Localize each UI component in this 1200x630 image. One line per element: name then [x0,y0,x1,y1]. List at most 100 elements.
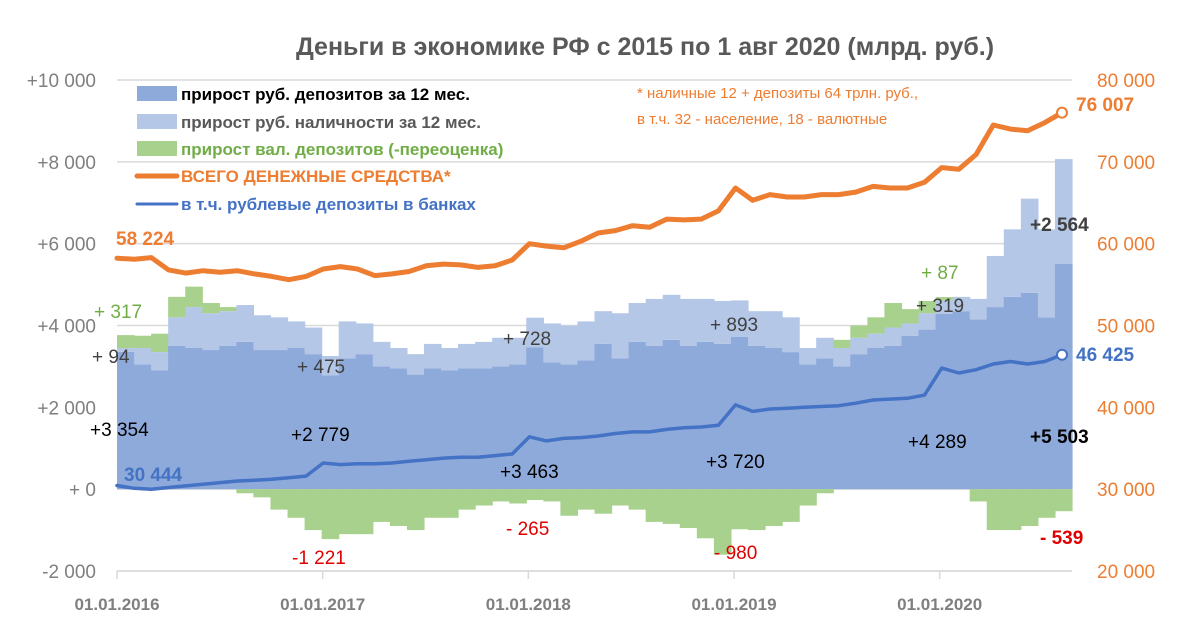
bar-rub-deposits [134,364,152,490]
bar-rub-cash [253,315,272,351]
bar-fx-deposits [219,307,237,312]
bar-rub-cash [355,323,374,355]
bar-rub-deposits [287,348,306,490]
y-left-tick-label: +2 000 [37,398,96,419]
bar-rub-deposits [304,354,323,490]
bar-rub-cash [458,343,476,369]
dep-label: +3 354 [90,420,149,441]
rubdep-label: 30 444 [124,465,183,486]
bar-rub-deposits [202,350,220,490]
bar-rub-deposits [355,354,374,490]
bar-rub-cash [236,305,255,342]
bar-rub-cash [406,354,425,375]
bar-rub-deposits [543,362,561,490]
bar-rub-deposits [594,343,613,490]
bar-rub-deposits [679,345,698,490]
bar-fx-deposits [475,489,493,506]
bar-rub-cash [833,348,851,367]
cash-label: + 475 [297,357,345,378]
bar-rub-cash [935,300,954,314]
bar-rub-deposits [901,335,920,490]
stacked-areas [117,159,1073,555]
bar-rub-cash [423,343,442,369]
bar-rub-deposits [577,360,596,490]
bar-rub-deposits [406,374,425,490]
legend-swatch-dep [137,86,177,101]
bar-fx-deposits [799,489,817,506]
bar-rub-deposits [236,341,255,490]
bar-rub-cash [713,300,732,344]
bar-rub-deposits [952,311,971,490]
bar-rub-cash [765,311,783,349]
bar-rub-cash [611,313,630,359]
bar-fx-deposits [594,489,613,514]
legend-label-cash: прирост руб. наличности за 12 мес. [181,113,481,132]
bar-rub-deposits [986,307,1005,490]
cash-label: +2 564 [1030,215,1089,236]
bar-fx-deposits [901,309,920,324]
legend-label-fx: прирост вал. депозитов (-переоценка) [181,140,503,159]
line-rub-deposits [115,353,1064,491]
cash-label: + 94 [92,347,130,368]
legend-swatch-fx [137,141,177,156]
fx-label: - 265 [506,519,549,540]
bar-fx-deposits [833,339,851,349]
legend-label-dep: прирост руб. депозитов за 12 мес. [181,85,470,104]
bar-rub-deposits [730,336,749,490]
bar-rub-cash [662,294,681,340]
bar-fx-deposits [236,489,255,494]
dep-label: +5 503 [1030,427,1089,448]
cash-label: + 319 [916,296,964,317]
bar-rub-cash [679,298,698,346]
bar-rub-deposits [458,368,476,490]
bar-rub-deposits [747,345,766,490]
fx-label: - 980 [714,543,757,564]
bar-rub-deposits [338,358,357,490]
bar-rub-cash [543,323,561,363]
bar-rub-deposits [423,368,442,490]
bar-rub-deposits [918,329,937,490]
bar-rub-cash [168,317,186,346]
bar-rub-deposits [270,350,289,490]
x-tick-label: 01.01.2016 [74,595,159,614]
bar-rub-deposits [560,364,579,490]
bar-rub-cash [730,300,749,337]
bar-fx-deposits [713,489,732,555]
bar-fx-deposits [1020,489,1039,526]
bar-rub-cash [918,313,937,330]
bar-fx-deposits [986,489,1005,531]
bar-rub-cash [526,317,544,348]
bar-fx-deposits [372,489,391,522]
bar-rub-deposits [662,339,681,490]
bar-rub-deposits [475,368,493,490]
bar-rub-deposits [645,345,664,490]
bar-fx-deposits [253,489,272,498]
bar-rub-deposits [492,366,510,490]
bar-rub-deposits [253,350,272,490]
bar-fx-deposits [168,296,186,318]
bar-fx-deposits [406,489,425,531]
bar-rub-deposits [1037,317,1056,490]
bar-fx-deposits [202,302,220,314]
bar-rub-cash [321,356,340,376]
bar-rub-deposits [628,341,647,490]
bar-rub-cash [1054,159,1073,265]
bar-rub-deposits [526,347,544,490]
bar-rub-deposits [867,348,886,490]
bar-rub-deposits [1003,296,1022,490]
bar-fx-deposits [611,489,630,506]
x-tick-label: 01.01.2018 [486,595,571,614]
cash-label: + 728 [503,329,551,350]
bar-rub-cash [884,327,903,346]
bar-rub-cash [492,337,510,367]
y-right-tick-label: 70 000 [1097,153,1155,174]
bar-rub-cash [969,298,988,320]
legend-label-total: ВСЕГО ДЕНЕЖНЫЕ СРЕДСТВА* [181,167,451,186]
bar-rub-deposits [833,366,851,490]
bar-rub-deposits [151,370,169,490]
y-right-tick-label: 20 000 [1097,562,1155,583]
bar-fx-deposits [287,489,306,518]
bar-fx-deposits [782,489,800,522]
bar-rub-cash [202,313,220,351]
legend: прирост руб. депозитов за 12 мес. прирос… [134,85,503,214]
